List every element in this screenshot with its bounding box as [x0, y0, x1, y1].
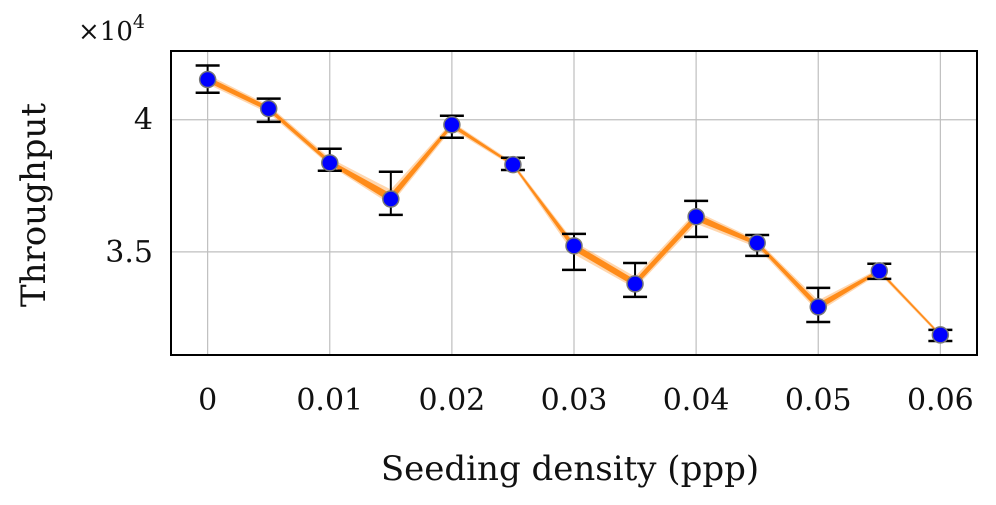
data-point [748, 234, 766, 252]
data-point [565, 237, 583, 255]
y-axis-label: Throughput [14, 103, 54, 308]
data-point [504, 155, 522, 174]
data-point [931, 326, 950, 344]
x-tick-label: 0.04 [663, 383, 730, 418]
data-point [321, 154, 339, 172]
y-multiplier: ×104 [78, 11, 145, 47]
data-point [382, 190, 400, 208]
x-tick-label: 0 [198, 383, 217, 418]
x-tick-label: 0.02 [418, 383, 485, 418]
data-point [809, 298, 827, 316]
x-tick-label: 0.05 [785, 383, 852, 418]
data-point [198, 70, 217, 89]
y-tick-label: 4 [134, 103, 153, 138]
y-tick-label: 3.5 [105, 235, 153, 270]
grid [171, 51, 977, 355]
data-point [259, 99, 278, 118]
x-tick-label: 0.01 [296, 383, 363, 418]
x-tick-label: 0.06 [907, 383, 974, 418]
x-axis-label: Seeding density (ppp) [381, 449, 759, 489]
data-point [870, 262, 889, 280]
x-tick-label: 0.03 [541, 383, 608, 418]
data-point [687, 207, 705, 226]
data-points [198, 70, 950, 344]
data-point [626, 275, 644, 293]
data-point [443, 116, 461, 134]
y-tick-labels: 3.54 [105, 103, 153, 270]
x-tick-labels: 0 0.01 0.02 0.03 0.04 0.05 0.06 [198, 383, 974, 418]
plot-frame [170, 50, 978, 356]
